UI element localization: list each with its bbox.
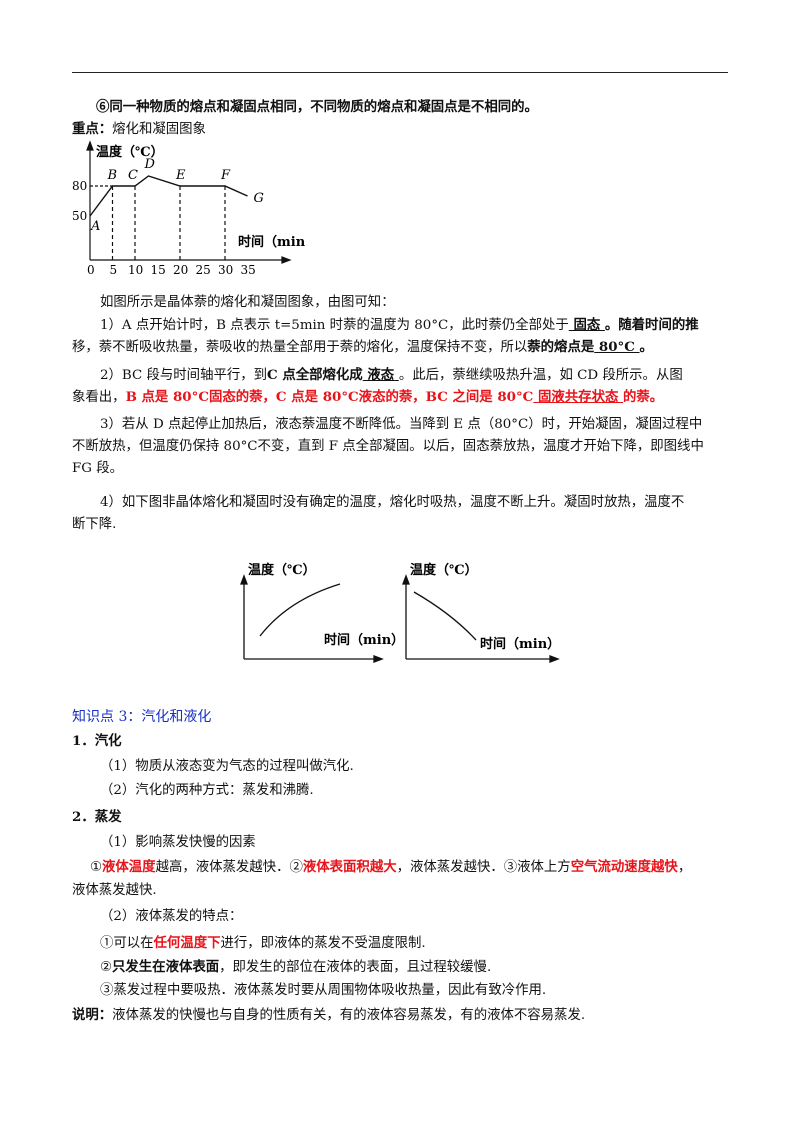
point-6: ⑥同一种物质的熔点和凝固点相同，不同物质的熔点和凝固点是不相同的。 <box>96 99 538 115</box>
x-tick-label: 10 <box>128 263 143 277</box>
focus-label: 重点： <box>72 121 113 137</box>
x-axis-arrow <box>549 655 560 663</box>
item3-line2: 不断放热，但温度仍保持 80°C不变，直到 F 点全部凝固。以后，固态萘放热，温… <box>72 439 704 454</box>
feature-1-red: 任何温度下 <box>153 935 221 951</box>
x-tick-label: 20 <box>173 263 188 277</box>
item1-text-c: 移，萘不断吸收热量，萘吸收的热量全部用于萘的熔化，温度保持不变，所以 <box>72 340 528 355</box>
item2-line2: 象看出，B 点是 80°C固态的萘，C 点是 80°C液态的萘，BC 之间是 8… <box>72 386 732 409</box>
focus-line: 重点：熔化和凝固图象 <box>72 118 732 141</box>
feature-1-b: 进行，即液体的蒸发不受温度限制. <box>220 936 426 951</box>
feature-2-a: ② <box>100 960 113 975</box>
heading-vaporization: 1．汽化 <box>72 733 122 749</box>
vaporization-definition: （1）物质从液态变为气态的过程叫做汽化. <box>100 759 354 774</box>
x-tick-label: 5 <box>110 263 118 277</box>
x-axis-label: 时间（min） <box>480 636 560 652</box>
section-title: 知识点 3：汽化和液化 <box>72 709 212 725</box>
temperature-curve <box>89 175 248 217</box>
header-rule <box>72 72 728 73</box>
feature-3: ③蒸发过程中要吸热．液体蒸发时要从周围物体吸收热量，因此有致冷作用. <box>100 983 547 998</box>
x-axis-label: 时间（min） <box>324 632 396 648</box>
y-tick-80: 80 <box>72 179 87 193</box>
evaporation-factors: ①液体温度越高，液体蒸发越快．②液体表面积越大，液体蒸发越快．③液体上方空气流动… <box>90 856 750 879</box>
melting-chart: 温度（℃） 时间（min 80 50 0 5 10 15 20 25 30 35 A B CD E F… <box>72 140 306 277</box>
x-tick-label: 35 <box>241 263 256 277</box>
point-label-b: B <box>107 168 118 183</box>
factor-temperature: 液体温度 <box>102 859 156 875</box>
amorphous-melting-chart: 温度（℃） 时间（min） <box>240 562 396 663</box>
item3-line3: FG 段。 <box>72 461 124 476</box>
item1-blank-solid: 固态 <box>568 317 605 333</box>
rising-curve <box>259 583 341 637</box>
point-label-f: F <box>220 168 231 183</box>
heading-evaporation: 2．蒸发 <box>72 809 122 825</box>
x-axis-label: 时间（min <box>238 234 306 250</box>
y-axis-label: 温度（℃） <box>410 562 478 578</box>
x-axis-arrow <box>281 256 292 264</box>
item1-text-b: 。随着时间的推 <box>604 317 699 333</box>
item3-line1: 3）若从 D 点起停止加热后，液态萘温度不断降低。当降到 E 点（80°C）时，… <box>100 417 703 432</box>
point-label-a: A <box>90 219 100 234</box>
y-axis-label: 温度（℃） <box>96 144 164 160</box>
evaporation-factors-end: 液体蒸发越快. <box>72 883 157 898</box>
note-text: 液体蒸发的快慢也与自身的性质有关，有的液体容易蒸发，有的液体不容易蒸发. <box>112 1008 586 1023</box>
item2-red-a: B 点是 80°C固态的萘，C 点是 80°C液态的萘，BC 之间是 80°C <box>125 389 534 405</box>
item2-text-a: 2）BC 段与时间轴平行，到 <box>100 368 268 383</box>
evaporation-features-title: （2）液体蒸发的特点： <box>100 909 243 924</box>
intro: 如图所示是晶体萘的熔化和凝固图象，由图可知： <box>100 295 395 310</box>
item1-blank-80: 80°C <box>594 339 640 355</box>
item1-melting-point: 萘的熔点是 <box>527 339 595 355</box>
amorphous-solidify-chart: 温度（℃） 时间（min） <box>402 562 560 663</box>
point-label-d: D <box>144 157 156 172</box>
item2-line1: 2）BC 段与时间轴平行，到C 点全部熔化成 液态 。此后，萘继续吸热升温，如 … <box>100 364 760 387</box>
note-label: 说明： <box>72 1007 113 1023</box>
factor-text-2: ，液体蒸发越快．③液体上方 <box>396 860 571 875</box>
factor-surface-area: 液体表面积越大 <box>302 859 397 875</box>
point-label-c: C <box>128 168 138 183</box>
x-tick-label: 25 <box>196 263 211 277</box>
note: 说明：液体蒸发的快慢也与自身的性质有关，有的液体容易蒸发，有的液体不容易蒸发. <box>72 1004 732 1027</box>
item1-text-a: 1）A 点开始计时，B 点表示 t=5min 时萘的温度为 80°C，此时萘仍全… <box>100 318 569 333</box>
y-axis-arrow <box>240 574 248 585</box>
factor-text-1: 越高，液体蒸发越快．② <box>155 860 303 875</box>
x-tick-label: 0 <box>87 263 95 277</box>
y-tick-50: 50 <box>72 209 87 223</box>
vaporization-methods: （2）汽化的两种方式：蒸发和沸腾. <box>100 783 314 798</box>
item1-line1: 1）A 点开始计时，B 点表示 t=5min 时萘的温度为 80°C，此时萘仍全… <box>100 314 760 337</box>
item1-line2: 移，萘不断吸收热量，萘吸收的热量全部用于萘的熔化，温度保持不变，所以萘的熔点是 … <box>72 336 732 359</box>
point-label-e: E <box>175 168 186 183</box>
item2-text-c: 象看出， <box>72 390 126 405</box>
item2-blank-liquid: 液态 <box>362 367 399 383</box>
item2-bold: C 点全部熔化成 <box>267 367 363 383</box>
x-tick-label: 15 <box>151 263 166 277</box>
evaporation-factors-title: （1）影响蒸发快慢的因素 <box>100 835 256 850</box>
factor-airflow: 空气流动速度越快 <box>570 859 678 875</box>
falling-curve <box>413 591 477 641</box>
feature-1: ①可以在任何温度下进行，即液体的蒸发不受温度限制. <box>100 932 760 955</box>
feature-2: ②只发生在液体表面，即发生的部位在液体的表面，且过程较缓慢. <box>100 956 760 979</box>
x-tick-label: 30 <box>218 263 233 277</box>
item2-text-b: 。此后，萘继续吸热升温，如 CD 段所示。从图 <box>398 368 683 383</box>
item4-line2: 断下降. <box>72 517 117 532</box>
focus-text: 熔化和凝固图象 <box>112 122 206 137</box>
y-axis-arrow <box>86 140 94 151</box>
item4-line1: 4）如下图非晶体熔化和凝固时没有确定的温度，熔化时吸热，温度不断上升。凝固时放热… <box>100 495 685 510</box>
factor-comma: ， <box>677 860 692 875</box>
feature-2-b: ，即发生的部位在液体的表面，且过程较缓慢. <box>219 960 492 975</box>
item2-red-b: 的萘。 <box>623 389 664 405</box>
item2-red-blank: 固液共存状态 <box>533 389 624 405</box>
factor-mark-1: ① <box>90 860 103 875</box>
point-label-g: G <box>254 191 264 206</box>
x-axis-arrow <box>373 655 384 663</box>
y-axis-label: 温度（℃） <box>248 562 316 578</box>
feature-2-bold: 只发生在液体表面 <box>112 959 220 975</box>
item1-end: 。 <box>639 339 653 355</box>
y-axis-arrow <box>402 574 410 585</box>
feature-1-a: ①可以在 <box>100 936 154 951</box>
